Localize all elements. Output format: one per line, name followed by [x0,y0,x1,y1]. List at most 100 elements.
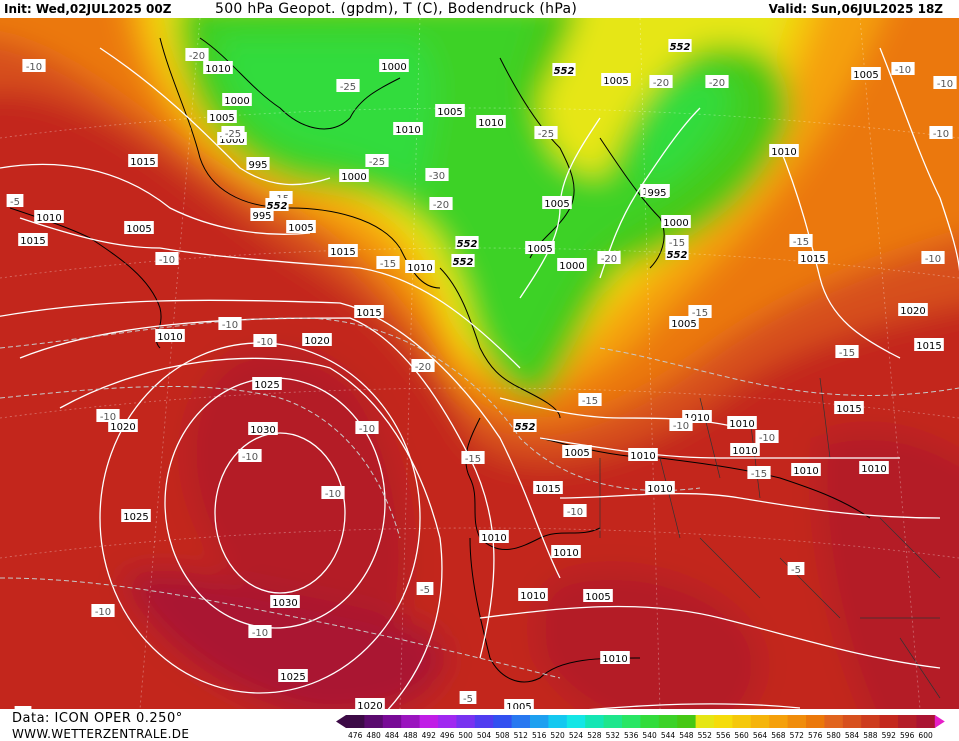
temperature-label-box [534,126,558,139]
isobar-label: 1005 [207,110,237,124]
temperature-label: -10 [155,252,179,266]
legend-swatch [603,715,623,728]
isobar-label-text: 1015 [916,341,941,352]
isobar-labels: 1010 1000 1005 1000 995 1015 1010 1015 1005 995 10… [18,59,944,709]
geopotential-label-text: 552 [667,250,688,261]
temperature-label-box [321,486,345,499]
isobar-label: 1000 [339,169,369,183]
legend-swatch [695,715,715,728]
temperature-label-text: -10 [242,452,258,463]
temperature-label: -5 [416,582,434,596]
temperature-label: -15 [688,305,712,319]
temperature-label: -10 [929,126,953,140]
graticule [0,18,959,709]
temperature-label-box [96,409,120,422]
temperature-label: -20 [185,48,209,62]
isobar-label: 1005 [286,220,316,234]
isobar-label-box [155,329,185,342]
isobar-label-text: 1010 [407,263,432,274]
temperature-label-box [649,75,673,88]
geopotential-label-text: 552 [453,257,474,268]
isobar-label-text: 1000 [224,96,249,107]
temperature-label-text: -20 [601,254,617,265]
isobar-label: 1005 [669,316,699,330]
isobar-label-box [504,699,534,709]
legend-tick-label: 564 [753,731,768,739]
isobar-label: 1015 [354,305,384,319]
legend-swatch [640,715,660,728]
isobar-label-box [583,589,613,602]
isobar-label: 1020 [108,419,138,433]
isobar-label-box [248,422,278,435]
isobar-label-text: 1010 [520,591,545,602]
isobar-label-box [525,241,555,254]
temperature-label-text: -10 [933,129,949,140]
isobar-label-box [124,221,154,234]
legend-tick-label: 548 [679,731,694,739]
isobar-label: 1015 [798,251,828,265]
temperature-label-text: -15 [839,348,855,359]
legend-tick-label: 560 [734,731,749,739]
temperature-label-box [578,393,602,406]
weather-map: 1010 1000 1005 1000 995 1015 1010 1015 1005 995 10… [0,18,959,709]
isobar-label: 1000 [222,93,252,107]
legend-tick-label: 496 [440,731,455,739]
isobar-label-text: 1005 [853,70,878,81]
geopotential-label-box [513,419,537,432]
temperature-label-box [665,235,689,248]
valid-time: Valid: Sun,06JUL2025 18Z [768,2,943,16]
isobar-label-text: 1010 [157,332,182,343]
isobar-label-box [355,698,385,709]
isobar-label-box [18,233,48,246]
legend-right-arrow [934,715,945,728]
legend-swatch [879,715,899,728]
temperature-labels: -10 -20 -25 -25 -25 -30 -15 -20 -25 -20 -20 -20 -10 -… [6,48,957,709]
isobar-label-box [435,104,465,117]
isobar-label: 1010 [791,463,821,477]
isobar-label-box [270,595,300,608]
temperature-label-box [336,79,360,92]
temperature-label-box [365,154,389,167]
isobar-label-text: 995 [647,188,666,199]
temperature-label-text: -15 [669,238,685,249]
isobar-label-box [601,73,631,86]
temperature-label: -10 [669,418,693,432]
isobar-label-box [645,185,669,198]
isobar-label: 1010 [155,329,185,343]
geopotential-label: 552 [513,419,537,433]
isobar-label: 1010 [730,443,760,457]
legend-swatch [474,715,494,728]
isobar-label-text: 1005 [544,199,569,210]
legend-swatch [364,715,384,728]
temperature-label: -10 [921,251,945,265]
temperature-label: -5 [14,706,32,709]
isobar-label-box [914,338,944,351]
temperature-label-text: -15 [465,454,481,465]
temperature-label: -25 [534,126,558,140]
isobar-label-text: 1020 [900,306,925,317]
legend-swatch [898,715,917,728]
isobar-label-box [405,260,435,273]
isobar-label: 1005 [583,589,613,603]
temperature-label: -15 [747,466,771,480]
map-footer: Data: ICON OPER 0.250° WWW.WETTERZENTRAL… [0,709,959,741]
isobar-label-box [121,509,151,522]
temperature-label-box [22,59,46,72]
legend-swatch [548,715,568,728]
isobar-label: 1010 [628,448,658,462]
temperature-label-box [155,252,179,265]
isobar-label: 1010 [476,115,506,129]
legend-tick-label: 528 [587,731,602,739]
legend-swatch [456,715,476,728]
temperature-label-box [253,334,277,347]
temperature-label: -20 [649,75,673,89]
temperature-label-box [835,345,859,358]
isobar-label-text: 1000 [381,62,406,73]
isobar-label-text: 1005 [437,107,462,118]
isobar-label-box [328,244,358,257]
legend-swatch [493,715,513,728]
isobar-label: 1025 [278,669,308,683]
legend-swatch [566,715,586,728]
geopotential-label-text: 552 [457,239,478,250]
isobar-label-text: 1030 [250,425,275,436]
